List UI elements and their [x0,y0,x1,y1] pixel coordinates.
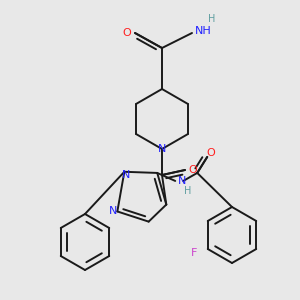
Text: N: N [158,144,166,154]
Text: O: O [189,165,197,175]
Text: O: O [123,28,131,38]
Text: N: N [109,206,118,217]
Text: N: N [178,176,187,186]
Text: N: N [122,170,130,180]
Text: O: O [207,148,216,158]
Text: F: F [190,248,197,258]
Text: H: H [184,186,191,196]
Text: H: H [208,14,216,24]
Text: NH: NH [195,26,212,36]
